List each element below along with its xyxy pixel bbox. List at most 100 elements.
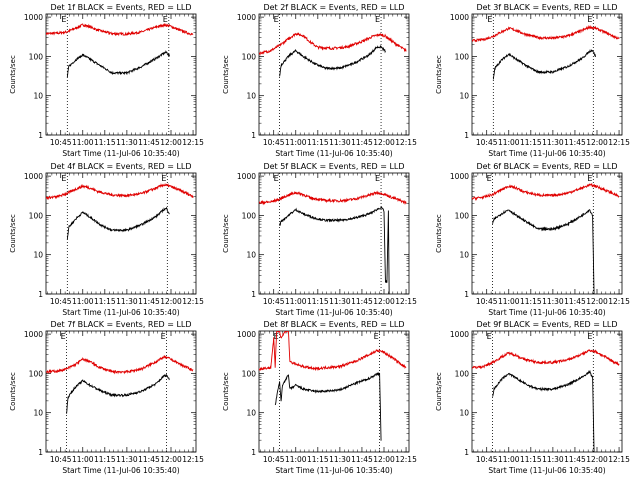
x-tick-label: 11:15 bbox=[94, 297, 116, 306]
events-series-line bbox=[66, 206, 170, 240]
lld-series-line bbox=[472, 349, 620, 370]
y-axis-label: Counts/sec bbox=[222, 55, 230, 94]
y-tick-label: 1000 bbox=[450, 172, 469, 181]
time-marker-label: E bbox=[487, 332, 492, 341]
x-axis-label: Start Time (11-Jul-06 10:35:40) bbox=[488, 149, 605, 158]
lld-series-line bbox=[46, 22, 194, 37]
y-tick-label: 1 bbox=[251, 131, 256, 140]
time-marker-label: E bbox=[487, 15, 492, 24]
time-marker-label: E bbox=[163, 15, 168, 24]
events-series-line bbox=[279, 45, 386, 77]
plot-frame bbox=[258, 330, 410, 453]
x-tick-label: 11:15 bbox=[307, 138, 329, 147]
x-tick-label: 11:30 bbox=[116, 297, 138, 306]
x-tick-label: 12:00 bbox=[373, 297, 395, 306]
events-series-line bbox=[492, 48, 596, 80]
time-marker-label: E bbox=[61, 15, 66, 24]
events-series-line bbox=[492, 209, 595, 294]
events-series-line bbox=[492, 369, 595, 452]
x-axis-label: Start Time (11-Jul-06 10:35:40) bbox=[275, 466, 392, 475]
x-tick-label: 12:15 bbox=[182, 455, 204, 464]
x-tick-label: 11:45 bbox=[138, 138, 160, 147]
x-tick-label: 11:00 bbox=[498, 297, 520, 306]
events-series-line bbox=[279, 206, 390, 294]
panel-6: Det 6f BLACK = Events, RED = LLD Counts/s… bbox=[435, 162, 630, 317]
x-tick-label: 10:45 bbox=[476, 138, 498, 147]
y-tick-label: 10 bbox=[246, 251, 256, 260]
lld-series-line bbox=[259, 190, 407, 206]
x-tick-label: 12:15 bbox=[182, 297, 204, 306]
x-tick-label: 12:00 bbox=[373, 138, 395, 147]
panels-grid: Det 1f BLACK = Events, RED = LLD Counts/s… bbox=[9, 3, 630, 475]
time-marker-label: E bbox=[61, 174, 66, 183]
x-axis-label: Start Time (11-Jul-06 10:35:40) bbox=[62, 466, 179, 475]
y-tick-label: 100 bbox=[29, 369, 44, 378]
y-tick-label: 100 bbox=[242, 211, 257, 220]
y-axis-label: Counts/sec bbox=[435, 214, 443, 253]
lld-series-line bbox=[472, 24, 620, 43]
x-tick-label: 11:00 bbox=[72, 455, 94, 464]
time-marker-label: E bbox=[161, 174, 166, 183]
y-axis-label: Counts/sec bbox=[9, 214, 17, 253]
x-tick-label: 10:45 bbox=[50, 455, 72, 464]
panel-title: Det 4f BLACK = Events, RED = LLD bbox=[50, 162, 191, 171]
x-tick-label: 10:45 bbox=[50, 297, 72, 306]
plot-frame bbox=[258, 172, 410, 295]
time-marker-label: E bbox=[487, 174, 492, 183]
x-tick-label: 10:45 bbox=[50, 138, 72, 147]
y-tick-label: 10 bbox=[33, 409, 43, 418]
y-axis-label: Counts/sec bbox=[9, 372, 17, 411]
x-tick-label: 11:00 bbox=[285, 138, 307, 147]
time-marker-label: E bbox=[375, 15, 380, 24]
y-axis-label: Counts/sec bbox=[435, 372, 443, 411]
x-tick-label: 12:15 bbox=[395, 138, 417, 147]
x-tick-label: 11:00 bbox=[72, 138, 94, 147]
panel-title: Det 7f BLACK = Events, RED = LLD bbox=[50, 320, 191, 329]
x-tick-label: 11:00 bbox=[285, 455, 307, 464]
plot-frame bbox=[45, 172, 197, 295]
x-tick-label: 10:45 bbox=[476, 455, 498, 464]
y-tick-label: 1000 bbox=[24, 172, 43, 181]
panel-3: Det 3f BLACK = Events, RED = LLD Counts/s… bbox=[435, 3, 630, 158]
plot-frame bbox=[45, 13, 197, 136]
time-marker-label: E bbox=[587, 332, 592, 341]
lld-series-line bbox=[259, 331, 407, 372]
x-tick-label: 10:45 bbox=[476, 297, 498, 306]
x-tick-label: 11:45 bbox=[351, 297, 373, 306]
x-tick-label: 11:30 bbox=[329, 138, 351, 147]
x-axis-label: Start Time (11-Jul-06 10:35:40) bbox=[488, 308, 605, 317]
y-tick-label: 1000 bbox=[24, 330, 43, 339]
x-axis-label: Start Time (11-Jul-06 10:35:40) bbox=[62, 149, 179, 158]
x-tick-label: 12:00 bbox=[586, 297, 608, 306]
y-tick-label: 1000 bbox=[24, 13, 43, 22]
x-axis-label: Start Time (11-Jul-06 10:35:40) bbox=[62, 308, 179, 317]
x-tick-label: 12:15 bbox=[608, 455, 630, 464]
plot-frame bbox=[471, 13, 623, 136]
panel-9: Det 9f BLACK = Events, RED = LLD Counts/s… bbox=[435, 320, 630, 475]
y-tick-label: 10 bbox=[33, 251, 43, 260]
y-tick-label: 1 bbox=[464, 448, 469, 457]
x-tick-label: 12:00 bbox=[160, 297, 182, 306]
time-marker-label: E bbox=[587, 15, 592, 24]
panel-1: Det 1f BLACK = Events, RED = LLD Counts/s… bbox=[9, 3, 204, 158]
time-marker-label: E bbox=[274, 174, 279, 183]
x-tick-label: 12:00 bbox=[586, 455, 608, 464]
y-axis-label: Counts/sec bbox=[435, 55, 443, 94]
x-tick-label: 11:15 bbox=[94, 455, 116, 464]
x-tick-label: 12:15 bbox=[395, 455, 417, 464]
y-tick-label: 10 bbox=[459, 92, 469, 101]
x-tick-label: 11:15 bbox=[520, 297, 542, 306]
y-tick-label: 100 bbox=[29, 211, 44, 220]
x-tick-label: 11:00 bbox=[285, 297, 307, 306]
x-tick-label: 12:00 bbox=[160, 138, 182, 147]
x-tick-label: 11:45 bbox=[564, 297, 586, 306]
x-tick-label: 11:45 bbox=[564, 455, 586, 464]
x-tick-label: 12:00 bbox=[373, 455, 395, 464]
panel-8: Det 8f BLACK = Events, RED = LLD Counts/s… bbox=[222, 320, 417, 475]
x-axis-label: Start Time (11-Jul-06 10:35:40) bbox=[275, 149, 392, 158]
x-tick-label: 11:30 bbox=[329, 297, 351, 306]
x-tick-label: 12:15 bbox=[395, 297, 417, 306]
y-tick-label: 1 bbox=[38, 131, 43, 140]
time-marker-label: E bbox=[374, 332, 379, 341]
